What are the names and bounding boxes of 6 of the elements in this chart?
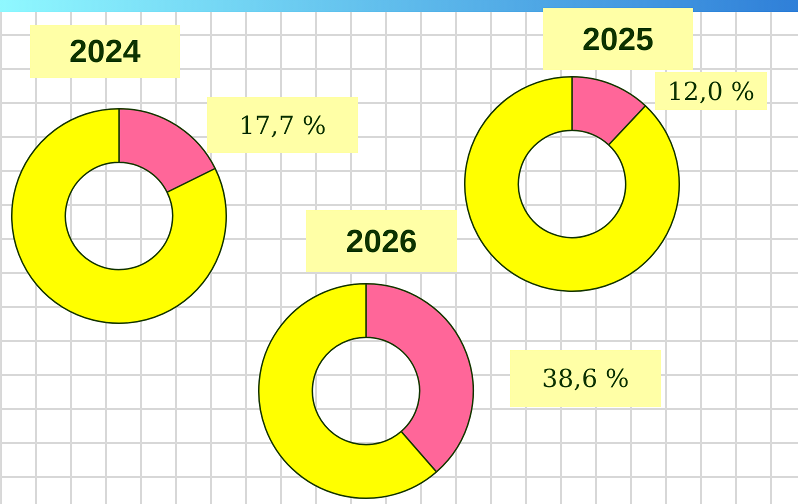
data-label: 38,6 %	[510, 350, 661, 407]
data-label: 12,0 %	[655, 72, 767, 110]
data-label: 17,7 %	[207, 97, 358, 153]
chart-title: 2026	[306, 210, 457, 272]
chart-title: 2025	[543, 8, 693, 70]
chart-title: 2024	[30, 25, 180, 78]
